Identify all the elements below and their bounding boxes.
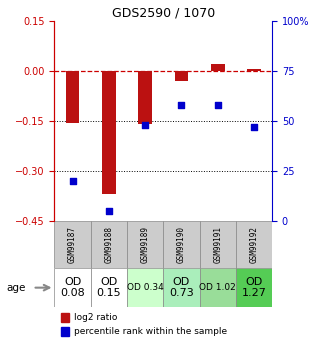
Text: OD
0.73: OD 0.73	[169, 277, 194, 298]
Text: GSM99191: GSM99191	[213, 226, 222, 263]
FancyBboxPatch shape	[163, 221, 200, 268]
Bar	[174, 71, 188, 81]
FancyBboxPatch shape	[91, 221, 127, 268]
Text: OD
0.08: OD 0.08	[60, 277, 85, 298]
FancyBboxPatch shape	[200, 268, 236, 307]
Text: GSM99187: GSM99187	[68, 226, 77, 263]
Title: GDS2590 / 1070: GDS2590 / 1070	[112, 7, 215, 20]
Text: GSM99190: GSM99190	[177, 226, 186, 263]
Point	[70, 178, 75, 184]
FancyBboxPatch shape	[236, 268, 272, 307]
FancyBboxPatch shape	[163, 268, 200, 307]
FancyBboxPatch shape	[127, 221, 163, 268]
FancyBboxPatch shape	[54, 268, 91, 307]
Text: GSM99188: GSM99188	[104, 226, 113, 263]
Text: OD 0.34: OD 0.34	[127, 283, 164, 292]
Bar	[138, 71, 152, 124]
Bar	[66, 71, 80, 122]
Bar	[211, 64, 225, 71]
Text: OD
0.15: OD 0.15	[96, 277, 121, 298]
Text: OD 1.02: OD 1.02	[199, 283, 236, 292]
Text: log2 ratio: log2 ratio	[74, 313, 117, 322]
Bar	[102, 71, 116, 195]
FancyBboxPatch shape	[127, 268, 163, 307]
Point	[143, 122, 148, 128]
FancyBboxPatch shape	[54, 221, 91, 268]
Point	[252, 124, 257, 130]
Point	[106, 208, 111, 214]
Text: GSM99192: GSM99192	[249, 226, 258, 263]
Point	[179, 102, 184, 108]
Text: percentile rank within the sample: percentile rank within the sample	[74, 327, 227, 336]
Bar	[61, 327, 69, 336]
Bar	[247, 69, 261, 71]
Text: GSM99189: GSM99189	[141, 226, 150, 263]
Point	[215, 102, 220, 108]
FancyBboxPatch shape	[236, 221, 272, 268]
FancyBboxPatch shape	[200, 221, 236, 268]
FancyBboxPatch shape	[91, 268, 127, 307]
Text: OD
1.27: OD 1.27	[242, 277, 267, 298]
Text: age: age	[6, 283, 26, 293]
Bar	[61, 313, 69, 322]
